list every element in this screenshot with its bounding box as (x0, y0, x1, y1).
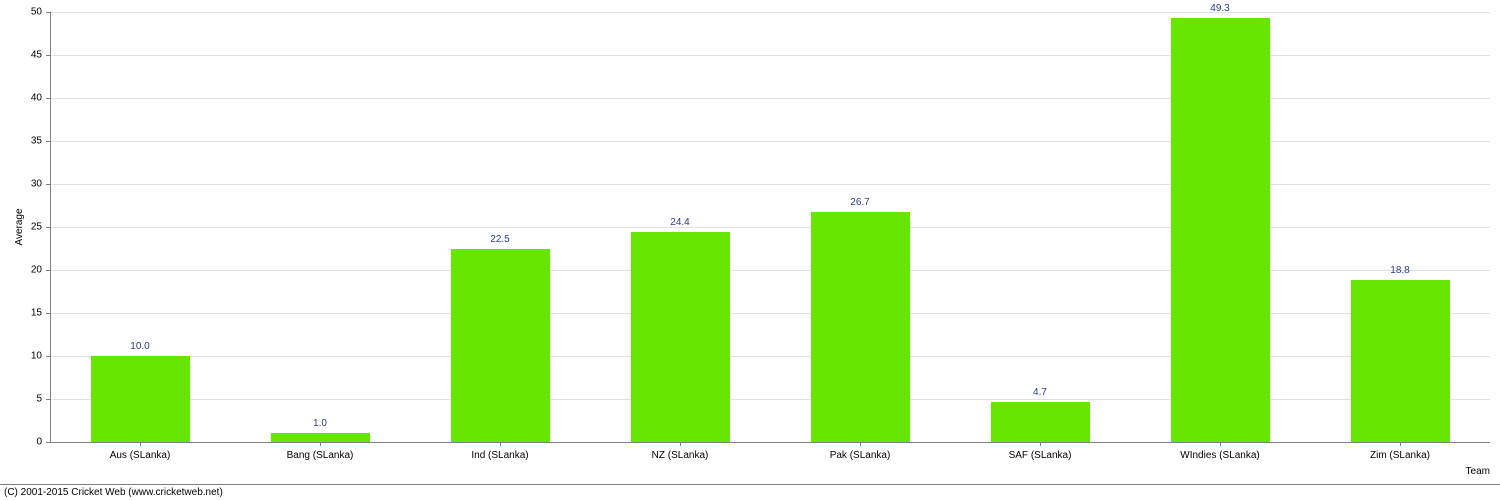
bar-value-label: 1.0 (313, 418, 327, 429)
x-tick-mark (140, 442, 141, 446)
y-tick-label: 25 (0, 222, 42, 233)
gridline (50, 270, 1490, 271)
copyright-text: (C) 2001-2015 Cricket Web (www.cricketwe… (4, 487, 223, 498)
divider (0, 484, 1500, 485)
x-tick-mark (680, 442, 681, 446)
bar-value-label: 24.4 (670, 217, 689, 228)
y-tick-label: 35 (0, 136, 42, 147)
gridline (50, 98, 1490, 99)
gridline (50, 313, 1490, 314)
y-tick-label: 10 (0, 351, 42, 362)
bar-value-label: 26.7 (850, 197, 869, 208)
y-tick-label: 20 (0, 265, 42, 276)
bar-value-label: 18.8 (1390, 265, 1409, 276)
x-tick-label: SAF (SLanka) (1009, 450, 1072, 461)
x-axis-title: Team (1466, 466, 1490, 477)
x-tick-mark (320, 442, 321, 446)
bar (1351, 280, 1450, 442)
x-axis-line (50, 442, 1490, 443)
gridline (50, 184, 1490, 185)
x-tick-mark (1400, 442, 1401, 446)
bar-value-label: 4.7 (1033, 387, 1047, 398)
x-tick-label: Bang (SLanka) (287, 450, 354, 461)
gridline (50, 399, 1490, 400)
y-axis-line (50, 12, 51, 442)
y-tick-label: 40 (0, 93, 42, 104)
bar (271, 433, 370, 442)
x-tick-label: Pak (SLanka) (830, 450, 891, 461)
x-tick-mark (500, 442, 501, 446)
bar (811, 212, 910, 442)
x-tick-mark (1220, 442, 1221, 446)
x-tick-label: NZ (SLanka) (652, 450, 709, 461)
x-tick-label: WIndies (SLanka) (1180, 450, 1259, 461)
bar (1171, 18, 1270, 442)
x-tick-label: Ind (SLanka) (471, 450, 528, 461)
y-tick-label: 15 (0, 308, 42, 319)
x-tick-label: Aus (SLanka) (110, 450, 171, 461)
bar (91, 356, 190, 442)
x-tick-mark (1040, 442, 1041, 446)
gridline (50, 227, 1490, 228)
x-tick-mark (860, 442, 861, 446)
y-tick-label: 50 (0, 7, 42, 18)
gridline (50, 356, 1490, 357)
y-tick-label: 5 (0, 394, 42, 405)
bar (991, 402, 1090, 442)
bar (451, 249, 550, 443)
y-tick-label: 45 (0, 50, 42, 61)
gridline (50, 141, 1490, 142)
y-tick-label: 0 (0, 437, 42, 448)
y-tick-label: 30 (0, 179, 42, 190)
bar (631, 232, 730, 442)
gridline (50, 55, 1490, 56)
x-tick-label: Zim (SLanka) (1370, 450, 1430, 461)
chart-container: Average Team (C) 2001-2015 Cricket Web (… (0, 0, 1500, 500)
bar-value-label: 10.0 (130, 341, 149, 352)
gridline (50, 12, 1490, 13)
bar-value-label: 49.3 (1210, 3, 1229, 14)
bar-value-label: 22.5 (490, 234, 509, 245)
